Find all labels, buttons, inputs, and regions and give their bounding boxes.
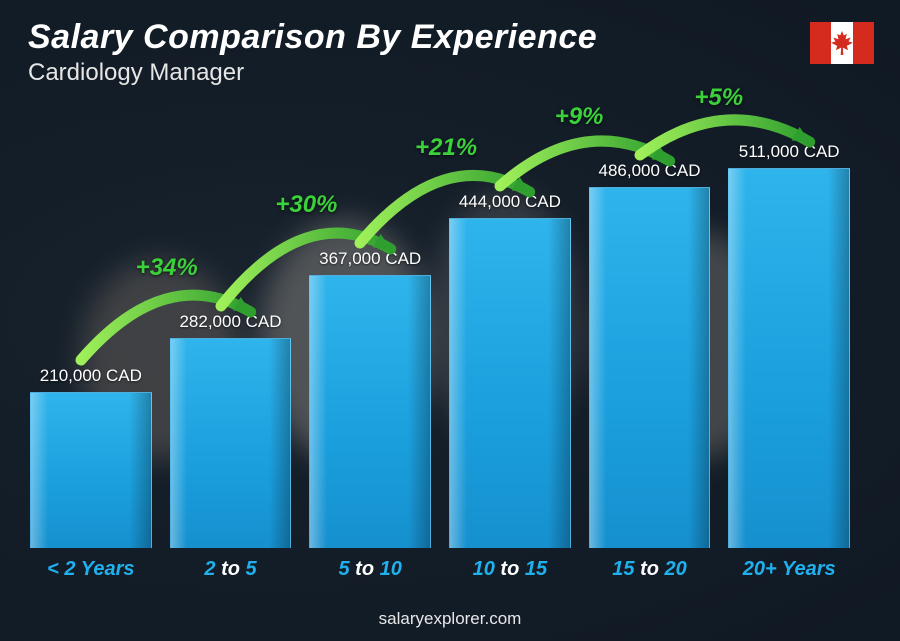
bar-column: 210,000 CAD < 2 Years <box>30 366 152 581</box>
bar-column: 367,000 CAD 5 to 10 <box>309 249 431 581</box>
flag-band-right <box>853 22 874 64</box>
flag-band-left <box>810 22 831 64</box>
bar <box>728 168 850 548</box>
bar-column: 511,000 CAD 20+ Years <box>728 142 850 581</box>
bar-value-label: 210,000 CAD <box>40 366 142 386</box>
flag-canada <box>810 22 874 64</box>
bar-category-label: 20+ Years <box>743 558 836 581</box>
bar-category-label: 2 to 5 <box>204 558 256 581</box>
chart-title: Salary Comparison By Experience <box>28 18 597 57</box>
bar-value-label: 511,000 CAD <box>739 142 840 162</box>
chart-subtitle: Cardiology Manager <box>28 59 597 87</box>
bar <box>589 187 711 548</box>
bar-chart: 210,000 CAD < 2 Years 282,000 CAD 2 to 5 367… <box>30 101 850 581</box>
footer-attribution: salaryexplorer.com <box>0 609 900 629</box>
bar-category-label: < 2 Years <box>47 558 134 581</box>
header: Salary Comparison By Experience Cardiolo… <box>28 18 597 87</box>
bar-value-label: 367,000 CAD <box>319 249 421 269</box>
chart-stage: Salary Comparison By Experience Cardiolo… <box>0 0 900 641</box>
bar-category-label: 15 to 20 <box>612 558 687 581</box>
bar-column: 486,000 CAD 15 to 20 <box>589 161 711 581</box>
bar-value-label: 444,000 CAD <box>459 192 561 212</box>
bar-category-label: 10 to 15 <box>473 558 548 581</box>
bar <box>309 275 431 548</box>
bar-value-label: 486,000 CAD <box>598 161 700 181</box>
bar-category-label: 5 to 10 <box>338 558 401 581</box>
bar-value-label: 282,000 CAD <box>179 312 281 332</box>
bar <box>170 338 292 548</box>
bar-column: 444,000 CAD 10 to 15 <box>449 192 571 581</box>
bar <box>30 392 152 548</box>
bar <box>449 218 571 548</box>
maple-leaf-icon <box>831 31 853 55</box>
bar-column: 282,000 CAD 2 to 5 <box>170 312 292 581</box>
